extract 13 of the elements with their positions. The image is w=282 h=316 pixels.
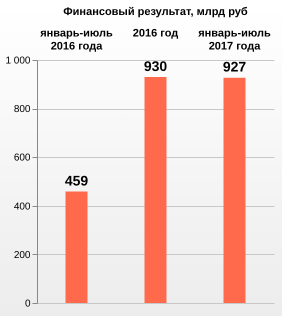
chart-title: Финансовый результат, млрд руб — [63, 6, 248, 18]
y-tick-label: 0 — [24, 298, 31, 310]
x-tick-label: январь-июль 2016 года — [40, 28, 114, 52]
y-tick-label: 600 — [14, 152, 31, 164]
y-tick-label: 400 — [14, 201, 31, 212]
x-tick-label: январь-июль 2017 года — [198, 28, 272, 52]
y-tick-label: 1 000 — [5, 56, 31, 66]
data-label: 459 — [64, 172, 88, 188]
y-tick-label: 800 — [14, 104, 31, 116]
x-tick-label: 2016 год — [132, 28, 178, 40]
data-label: 927 — [222, 58, 246, 75]
data-label: 930 — [144, 58, 168, 74]
y-tick-label: 200 — [14, 250, 31, 261]
